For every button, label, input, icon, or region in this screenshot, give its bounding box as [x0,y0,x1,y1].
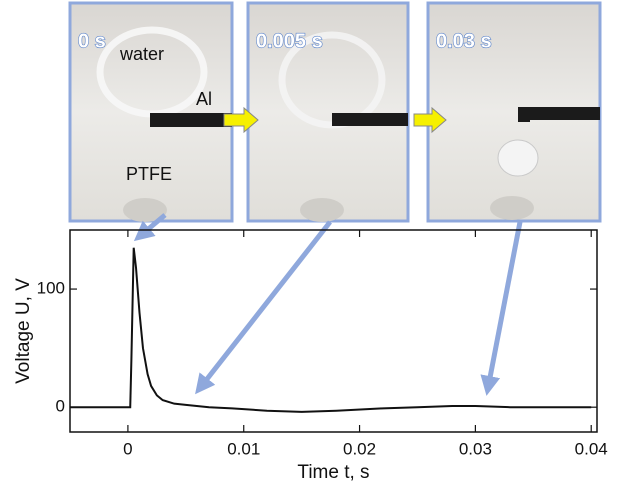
x-tick-label: 0.03 [459,439,492,458]
photo-panel: 0.03 s [426,1,602,223]
x-tick-label: 0.02 [343,439,376,458]
photo-panel: 0.005 s [246,1,410,223]
y-axis-label: Voltage U, V [13,278,34,384]
x-axis-label: Time t, s [297,462,369,483]
sequence-arrow [223,106,259,134]
data-line [70,247,592,413]
annotation: Al [196,89,212,109]
y-tick-label: 100 [37,279,65,298]
plot-frame [69,229,598,433]
time-label: 0.03 s [436,30,492,52]
x-tick-label: 0.04 [575,439,608,458]
pointer-arrows [133,213,523,396]
x-tick-label: 0 [123,439,132,458]
plot: 0 0.01 0.02 0.03 0.04 0 100 Time t, s Voltage U,… [13,229,608,483]
y-tick-label: 0 [56,397,65,416]
annotation: water [119,44,164,64]
sequence-arrow [413,106,447,134]
time-label: 0.005 s [256,30,323,52]
time-label: 0 s [78,30,106,52]
annotation: PTFE [126,164,172,184]
photo-panel: 0 s water Al PTFE [68,1,234,223]
x-tick-label: 0.01 [227,439,260,458]
